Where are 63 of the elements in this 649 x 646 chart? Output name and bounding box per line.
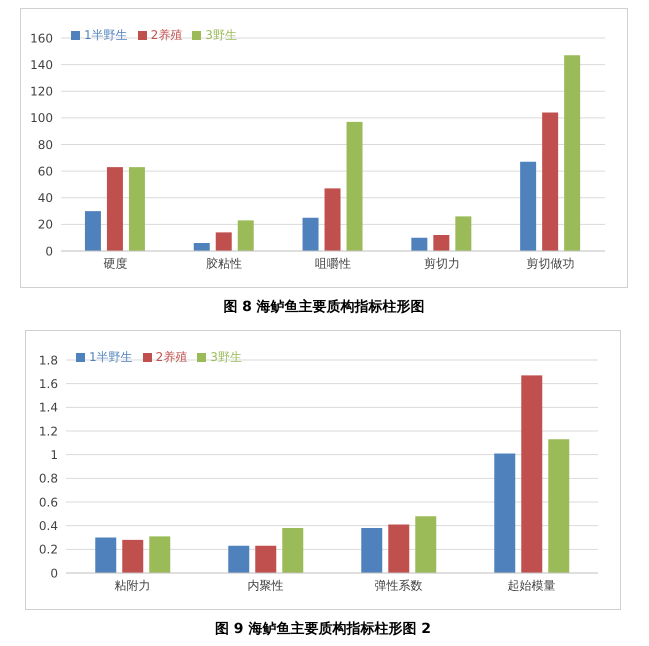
bar xyxy=(216,232,232,251)
bar xyxy=(433,235,450,251)
x-tick-label: 弹性系数 xyxy=(374,578,422,593)
legend-label: 2养殖 xyxy=(156,350,188,364)
y-tick-label: 1.2 xyxy=(38,424,58,438)
y-tick-label: 20 xyxy=(38,218,53,232)
legend-label: 2养殖 xyxy=(150,28,182,42)
y-tick-label: 0 xyxy=(50,566,58,580)
bar xyxy=(564,55,580,251)
legend-label: 1半野生 xyxy=(84,28,128,42)
bar xyxy=(521,375,542,573)
bar xyxy=(302,218,319,251)
y-tick-label: 160 xyxy=(30,31,53,46)
y-tick-label: 140 xyxy=(30,58,53,72)
legend-label: 3野生 xyxy=(210,350,242,364)
y-tick-label: 0.4 xyxy=(38,518,58,533)
legend-label: 1半野生 xyxy=(89,350,133,364)
y-tick-label: 0.6 xyxy=(38,495,58,510)
bar xyxy=(548,439,570,573)
y-tick-label: 80 xyxy=(38,138,53,152)
bar xyxy=(122,540,144,573)
bar xyxy=(128,167,145,251)
bar xyxy=(542,112,558,251)
y-tick-label: 1.6 xyxy=(38,376,58,391)
x-tick-label: 咀嚼性 xyxy=(315,256,351,271)
bar xyxy=(84,211,101,251)
x-tick-label: 粘附力 xyxy=(114,578,150,593)
bar xyxy=(388,524,410,573)
bar xyxy=(238,220,254,251)
x-tick-label: 剪切做功 xyxy=(526,256,575,271)
bar xyxy=(520,162,536,251)
y-tick-label: 1.8 xyxy=(38,353,58,368)
y-tick-label: 40 xyxy=(38,191,53,206)
bar xyxy=(411,238,428,251)
y-tick-label: 1 xyxy=(50,448,58,462)
y-tick-label: 100 xyxy=(30,111,53,126)
bar xyxy=(346,122,363,251)
y-tick-label: 0 xyxy=(45,244,53,258)
bar xyxy=(282,528,304,573)
legend-label: 3野生 xyxy=(205,28,237,42)
bar xyxy=(324,188,341,251)
x-tick-label: 胶粘性 xyxy=(206,256,242,271)
x-tick-label: 内聚性 xyxy=(248,578,284,593)
y-tick-label: 1.4 xyxy=(38,400,58,415)
text: 图 9 海鲈鱼主要质构指标柱形图 2 xyxy=(214,620,432,638)
bar xyxy=(255,546,276,573)
bar xyxy=(106,167,123,251)
bar xyxy=(415,516,436,573)
bar xyxy=(455,216,472,251)
bar xyxy=(361,528,382,573)
bar xyxy=(194,243,210,251)
y-tick-label: 0.2 xyxy=(38,542,58,557)
bar xyxy=(494,453,516,573)
y-tick-label: 60 xyxy=(38,164,53,178)
x-tick-label: 硬度 xyxy=(103,256,128,271)
x-tick-label: 剪切力 xyxy=(424,256,460,271)
y-tick-label: 120 xyxy=(30,84,53,99)
bar xyxy=(228,546,250,573)
bar xyxy=(95,538,116,573)
bar xyxy=(149,536,170,573)
text: 图 8 海鲈鱼主要质构指标柱形图 xyxy=(222,298,426,316)
x-tick-label: 起始模量 xyxy=(508,578,556,593)
y-tick-label: 0.8 xyxy=(38,472,58,486)
